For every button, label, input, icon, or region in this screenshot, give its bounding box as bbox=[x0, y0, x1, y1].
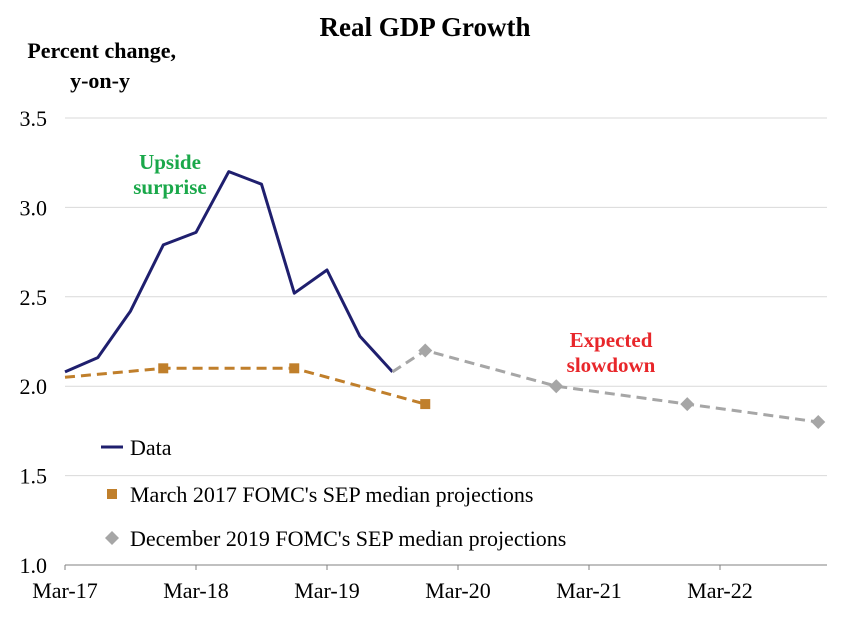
x-tick-label: Mar-18 bbox=[163, 578, 229, 603]
series-line-1 bbox=[64, 366, 426, 406]
y-axis-label-line-1: Percent change, bbox=[27, 38, 176, 63]
data-point-diamond bbox=[680, 397, 695, 412]
x-tick-label: Mar-20 bbox=[425, 578, 491, 603]
y-tick-label: 2.0 bbox=[20, 374, 48, 399]
data-point-square bbox=[158, 363, 169, 374]
legend-label: Data bbox=[130, 435, 172, 460]
data-point-square bbox=[420, 399, 431, 410]
y-tick-label: 3.0 bbox=[20, 195, 48, 220]
legend-swatch-diamond bbox=[105, 531, 119, 545]
legend: Data March 2017 FOMC's SEP median project… bbox=[101, 435, 566, 551]
x-tick-label: Mar-17 bbox=[32, 578, 98, 603]
legend-swatch-square bbox=[107, 489, 117, 499]
x-tick-label: Mar-19 bbox=[294, 578, 360, 603]
y-tick-label: 1.0 bbox=[20, 553, 48, 578]
data-point-diamond bbox=[811, 414, 826, 429]
data-point-diamond bbox=[549, 379, 564, 394]
axis-layer: 1.0 1.5 2.0 2.5 3.0 3.5 Mar-17 Mar-18 Mar-19 Mar-… bbox=[20, 106, 827, 603]
data-point-square bbox=[289, 363, 300, 374]
data-point-diamond bbox=[418, 343, 433, 358]
x-tick-label: Mar-21 bbox=[556, 578, 622, 603]
chart-title: Real GDP Growth bbox=[320, 12, 531, 42]
legend-label: March 2017 FOMC's SEP median projections bbox=[130, 482, 533, 507]
series-line-0 bbox=[64, 170, 394, 374]
annotation-text: Upside bbox=[139, 150, 201, 174]
y-tick-label: 3.5 bbox=[20, 106, 48, 131]
legend-label: December 2019 FOMC's SEP median projecti… bbox=[130, 526, 566, 551]
annotation-text: surprise bbox=[133, 175, 207, 199]
grid-layer bbox=[65, 117, 827, 477]
y-axis-label-line-2: y-on-y bbox=[70, 68, 130, 93]
annotation-text: slowdown bbox=[567, 353, 656, 377]
y-tick-label: 2.5 bbox=[20, 285, 48, 310]
y-tick-label: 1.5 bbox=[20, 464, 48, 489]
series-layer bbox=[64, 170, 826, 429]
annotation-text: Expected bbox=[570, 328, 653, 352]
x-tick-label: Mar-22 bbox=[687, 578, 753, 603]
